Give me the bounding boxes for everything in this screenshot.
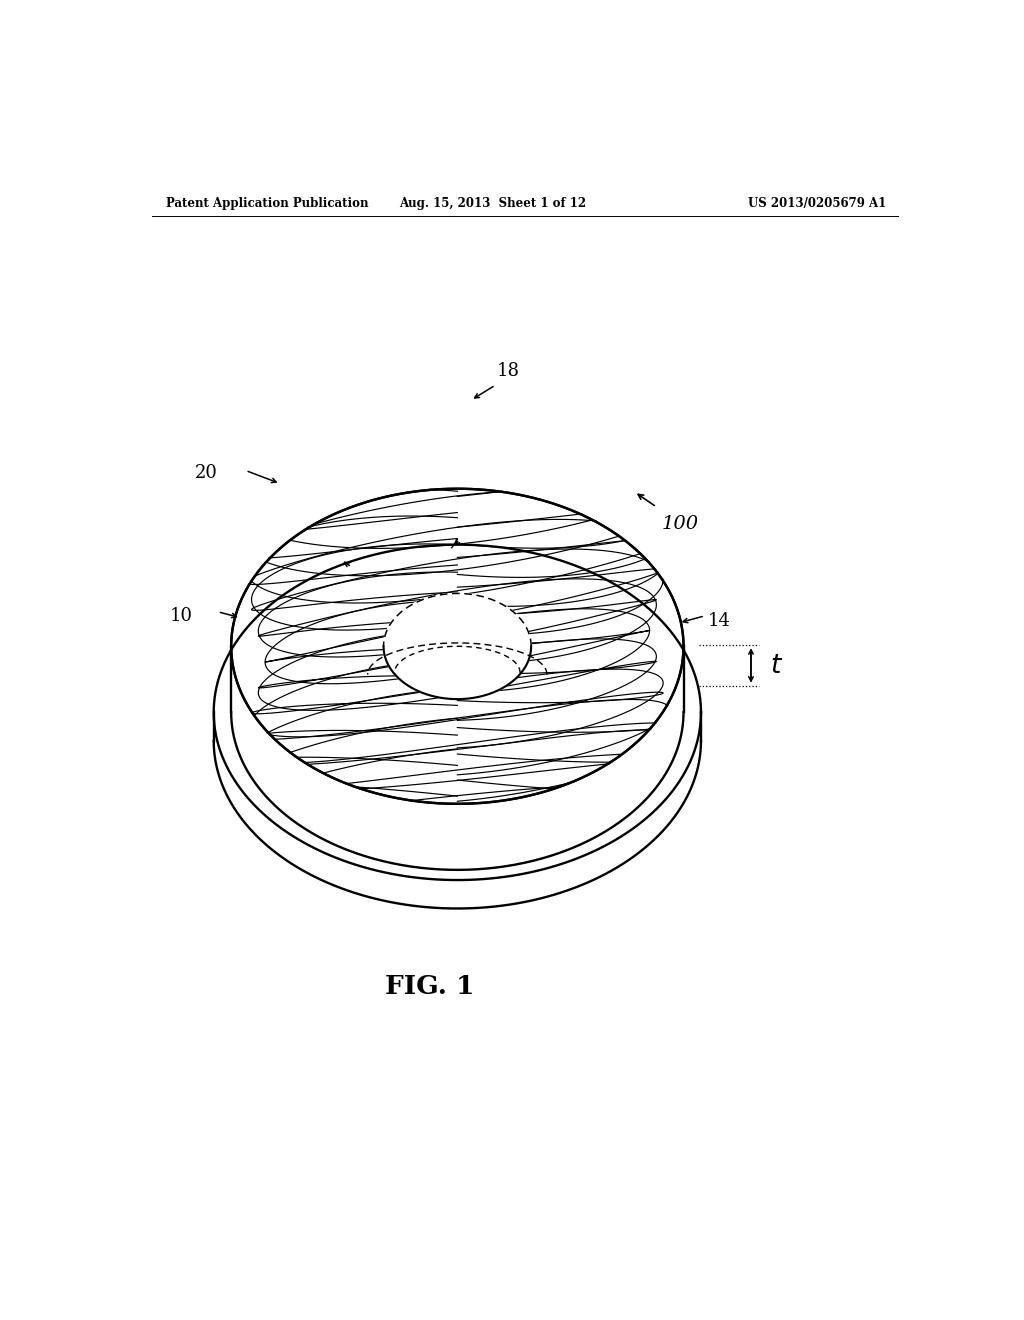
Polygon shape [214, 713, 701, 741]
Polygon shape [231, 647, 684, 713]
Ellipse shape [231, 554, 684, 870]
Text: Aug. 15, 2013  Sheet 1 of 12: Aug. 15, 2013 Sheet 1 of 12 [399, 197, 587, 210]
Text: 10: 10 [170, 607, 194, 624]
Text: 20: 20 [195, 465, 218, 483]
Text: $t$: $t$ [770, 653, 783, 678]
Text: US 2013/0205679 A1: US 2013/0205679 A1 [748, 197, 886, 210]
Text: 18: 18 [497, 362, 520, 380]
Ellipse shape [214, 573, 701, 908]
Text: 14: 14 [708, 612, 730, 630]
Text: 12: 12 [288, 554, 310, 572]
Text: 16: 16 [426, 513, 449, 532]
Ellipse shape [384, 594, 531, 700]
Text: Patent Application Publication: Patent Application Publication [166, 197, 369, 210]
Text: 100: 100 [662, 515, 698, 533]
Text: FIG. 1: FIG. 1 [385, 974, 474, 999]
Ellipse shape [231, 488, 684, 804]
Ellipse shape [384, 594, 531, 700]
